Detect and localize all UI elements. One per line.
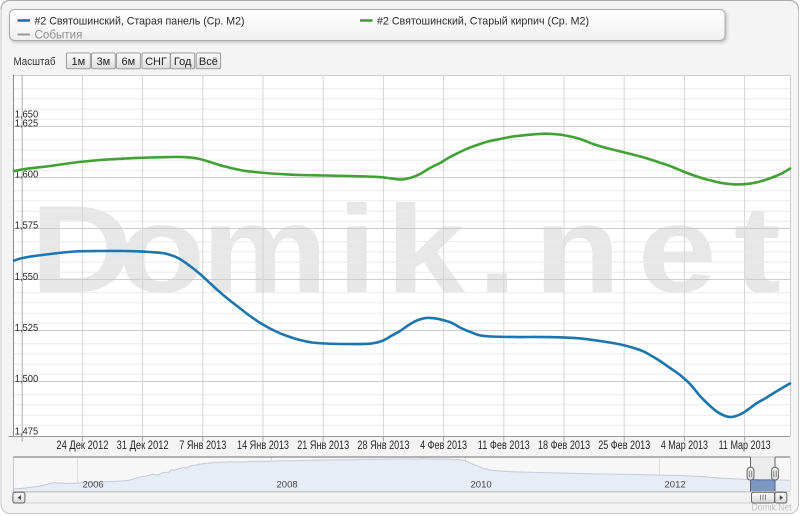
svg-text:1,650: 1,650 xyxy=(15,108,39,120)
svg-text:1,575: 1,575 xyxy=(15,219,39,231)
svg-text:2010: 2010 xyxy=(471,480,492,491)
svg-text:3м: 3м xyxy=(97,56,111,68)
svg-text:1,475: 1,475 xyxy=(15,425,39,437)
svg-text:СНГ: СНГ xyxy=(145,56,167,68)
svg-text:11 Мар 2013: 11 Мар 2013 xyxy=(719,440,771,452)
svg-text:2008: 2008 xyxy=(277,480,298,491)
svg-text:11 Фев 2013: 11 Фев 2013 xyxy=(478,440,530,452)
svg-text:6м: 6м xyxy=(122,56,136,68)
svg-text:14 Янв 2013: 14 Янв 2013 xyxy=(237,440,289,452)
svg-text:Domik.Net: Domik.Net xyxy=(752,503,792,514)
svg-text:Год: Год xyxy=(174,56,192,68)
svg-text:События: События xyxy=(35,29,83,42)
svg-text:31 Дек 2012: 31 Дек 2012 xyxy=(117,440,169,452)
svg-text:28 Янв 2013: 28 Янв 2013 xyxy=(357,440,409,452)
svg-text:24 Дек 2012: 24 Дек 2012 xyxy=(56,440,108,452)
svg-text:1,500: 1,500 xyxy=(15,373,39,385)
svg-text:Всё: Всё xyxy=(199,56,218,68)
svg-text:21 Янв 2013: 21 Янв 2013 xyxy=(297,440,349,452)
svg-text:2006: 2006 xyxy=(83,480,104,491)
svg-text:Масштаб: Масштаб xyxy=(14,56,56,68)
svg-text:18 Фев 2013: 18 Фев 2013 xyxy=(538,440,590,452)
svg-text:#2 Святошинский, Старая панель: #2 Святошинский, Старая панель (Ср. М2) xyxy=(35,16,245,28)
svg-text:1м: 1м xyxy=(72,56,86,68)
svg-text:1,600: 1,600 xyxy=(15,168,39,180)
svg-text:1,550: 1,550 xyxy=(15,271,39,283)
svg-text:#2 Святошинский, Старый кирпич: #2 Святошинский, Старый кирпич (Ср. М2) xyxy=(377,16,589,28)
svg-text:1,625: 1,625 xyxy=(15,117,39,129)
svg-text:2012: 2012 xyxy=(665,480,686,491)
svg-text:25 Фев 2013: 25 Фев 2013 xyxy=(598,440,650,452)
svg-text:4 Мар 2013: 4 Мар 2013 xyxy=(661,440,708,452)
svg-text:4 Фев 2013: 4 Фев 2013 xyxy=(420,440,467,452)
svg-text:7 Янв 2013: 7 Янв 2013 xyxy=(179,440,226,452)
svg-text:1,525: 1,525 xyxy=(15,322,39,334)
